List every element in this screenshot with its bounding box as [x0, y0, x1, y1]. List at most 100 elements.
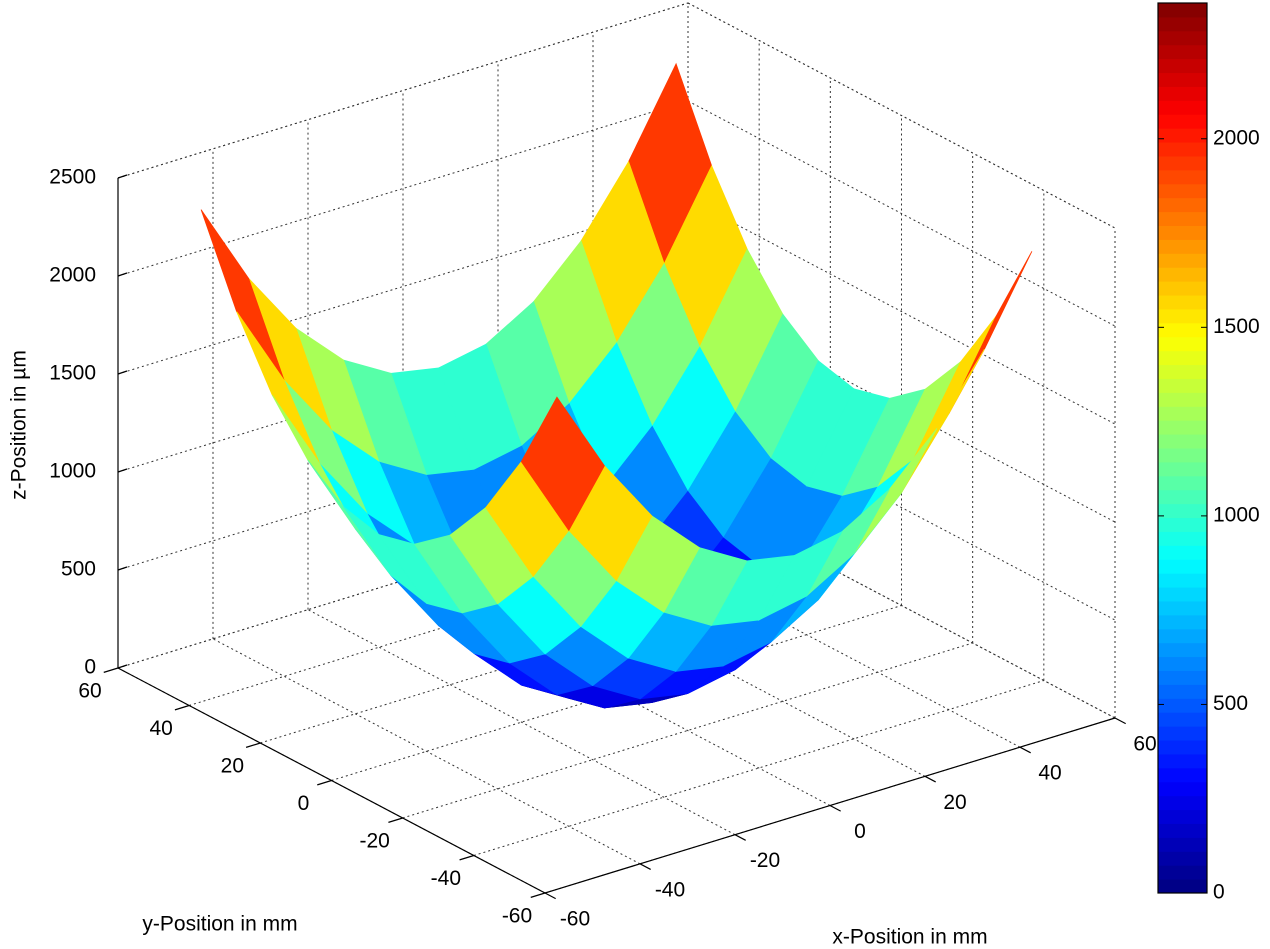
colorbar: 0 500 1000 1500 2000 — [1157, 2, 1260, 904]
colorbar-band — [1158, 44, 1207, 60]
x-axis-label: x-Position in mm — [832, 926, 987, 949]
colorbar-band — [1158, 378, 1207, 393]
y-tick-label: -60 — [502, 905, 532, 928]
colorbar-band — [1158, 712, 1207, 727]
colorbar-band — [1158, 726, 1207, 741]
y-tick-label: -20 — [359, 830, 389, 853]
colorbar-band — [1158, 3, 1207, 18]
y-axis-label: y-Position in mm — [142, 913, 297, 936]
colorbar-band — [1158, 517, 1207, 532]
z-tick-label: 2500 — [49, 166, 96, 189]
z-axis-label: z-Position in µm — [8, 350, 31, 500]
y-tick — [530, 892, 546, 898]
colorbar-band — [1158, 573, 1207, 588]
y-tick-label: 40 — [149, 717, 172, 740]
colorbar-band — [1158, 545, 1207, 560]
grid-line — [307, 609, 736, 836]
colorbar-band — [1158, 197, 1207, 213]
y-tick — [103, 667, 119, 673]
colorbar-band — [1158, 684, 1207, 699]
axes-front: -60-40-200204060-60-40-20020406005001000… — [49, 166, 1156, 931]
colorbar-band — [1158, 322, 1207, 338]
colorbar-band — [1158, 114, 1207, 129]
z-tick — [117, 566, 128, 571]
colorbar-band — [1158, 267, 1207, 282]
z-tick-label: 500 — [61, 558, 96, 581]
x-tick — [1019, 746, 1031, 754]
colorbar-band — [1158, 364, 1207, 379]
surface-patch — [200, 209, 285, 381]
colorbar-band — [1158, 30, 1207, 46]
z-tick-label: 2000 — [49, 264, 96, 287]
x-tick — [924, 775, 936, 783]
colorbar-tick-label: 1000 — [1213, 503, 1260, 526]
colorbar-band — [1158, 587, 1207, 602]
x-tick-label: 20 — [943, 791, 966, 814]
x-tick-label: -40 — [655, 878, 685, 901]
z-tick — [117, 174, 128, 179]
colorbar-band — [1158, 225, 1207, 240]
grid-line — [473, 680, 1044, 856]
colorbar-band — [1158, 406, 1207, 421]
colorbar-band — [1158, 142, 1207, 157]
z-tick-label: 0 — [84, 656, 96, 679]
colorbar-band — [1158, 72, 1207, 87]
x-tick-label: -60 — [560, 908, 590, 931]
x-tick-label: 0 — [854, 820, 866, 843]
colorbar-band — [1158, 183, 1207, 199]
colorbar-band — [1158, 420, 1207, 435]
y-tick — [245, 742, 261, 748]
grid-line — [402, 642, 973, 819]
colorbar-band — [1158, 295, 1207, 310]
y-tick — [388, 817, 403, 823]
colorbar-tick-label: 0 — [1213, 881, 1225, 904]
y-tick-label: -40 — [431, 867, 461, 890]
x-tick-label: 60 — [1133, 733, 1156, 756]
colorbar-band — [1158, 392, 1207, 407]
colorbar-band — [1158, 656, 1207, 671]
colorbar-band — [1158, 350, 1207, 366]
y-tick — [174, 704, 190, 711]
colorbar-tick-label: 1500 — [1213, 315, 1260, 338]
colorbar-band — [1158, 475, 1207, 491]
colorbar-tick-label: 500 — [1213, 692, 1248, 715]
colorbar-band — [1158, 434, 1207, 449]
colorbar-band — [1158, 58, 1207, 74]
z-tick — [117, 664, 128, 669]
z-tick — [117, 370, 128, 375]
grid-line — [212, 638, 641, 865]
x-tick — [544, 892, 556, 900]
colorbar-frame — [1157, 2, 1208, 894]
colorbar-band — [1158, 16, 1207, 32]
y-tick — [317, 779, 332, 786]
colorbar-band — [1158, 489, 1207, 505]
colorbar-band — [1158, 795, 1207, 811]
colorbar-band — [1158, 86, 1207, 101]
colorbar-band — [1158, 461, 1207, 477]
grid-line — [687, 100, 1116, 327]
z-tick — [117, 272, 128, 277]
colorbar-band — [1158, 740, 1207, 755]
colorbar-band — [1158, 614, 1207, 630]
z-tick-label: 1500 — [49, 362, 96, 385]
colorbar-band — [1158, 837, 1207, 852]
colorbar-band — [1158, 753, 1207, 769]
colorbar-band — [1158, 823, 1207, 838]
colorbar-band — [1158, 336, 1207, 352]
colorbar-band — [1158, 642, 1207, 658]
colorbar-band — [1158, 448, 1207, 463]
colorbar-band — [1158, 809, 1207, 824]
x-tick — [1114, 717, 1126, 725]
colorbar-band — [1158, 211, 1207, 226]
z-tick — [117, 468, 128, 473]
colorbar-tick-label: 2000 — [1213, 126, 1260, 149]
box-edge — [687, 2, 1116, 229]
colorbar-band — [1158, 767, 1207, 783]
surface-patch — [520, 396, 605, 532]
colorbar-band — [1158, 670, 1207, 685]
colorbar-band — [1158, 698, 1207, 713]
grid-line — [687, 198, 1116, 425]
colorbar-band — [1158, 851, 1207, 866]
colorbar-band — [1158, 100, 1207, 115]
